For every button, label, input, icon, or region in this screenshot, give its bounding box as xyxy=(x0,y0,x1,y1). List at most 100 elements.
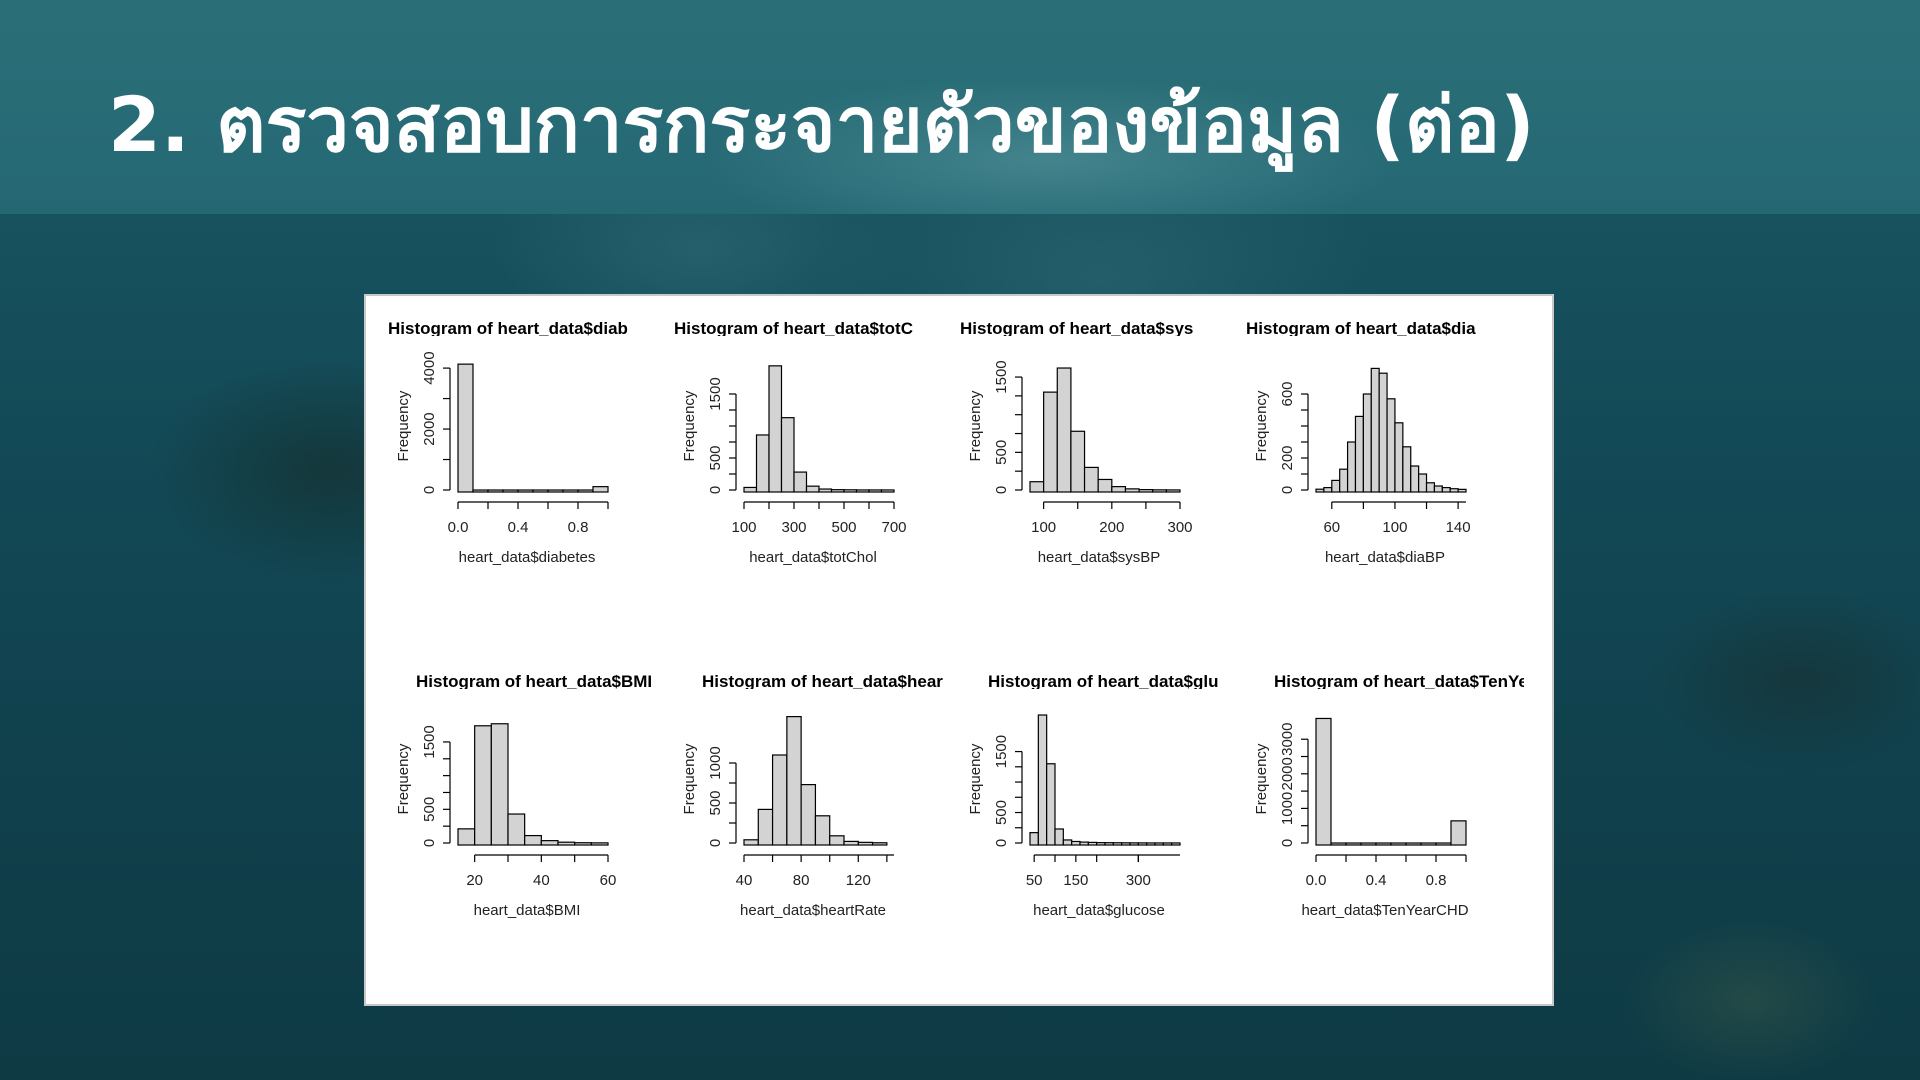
histogram-bar xyxy=(490,723,509,846)
histogram-bar xyxy=(1433,485,1443,493)
histogram-bar xyxy=(1121,842,1131,846)
y-tick-label: 0 xyxy=(1279,486,1296,494)
x-tick-label: 60 xyxy=(1323,519,1340,536)
histogram-bar xyxy=(562,489,579,493)
histogram-bar xyxy=(1112,842,1123,846)
histogram-bar xyxy=(472,489,489,493)
histogram-bar xyxy=(1054,828,1064,846)
histogram-bar xyxy=(1071,840,1081,846)
histogram-bar xyxy=(1097,478,1113,493)
x-tick-label: 60 xyxy=(600,872,617,889)
histogram-bar xyxy=(1129,842,1139,846)
histogram-bar xyxy=(1457,488,1467,493)
histogram-bar xyxy=(1331,479,1341,493)
x-tick-label: 500 xyxy=(831,519,856,536)
y-tick-label: 1500 xyxy=(993,735,1010,768)
histogram-bar xyxy=(1449,488,1459,493)
histogram-bar xyxy=(855,489,870,493)
histogram-bar xyxy=(1315,488,1325,493)
histogram-bar xyxy=(1043,391,1058,493)
histogram-bar xyxy=(1323,487,1333,493)
y-tick-label: 0 xyxy=(993,839,1010,847)
histogram-bar xyxy=(818,488,833,493)
histogram-bar xyxy=(1345,842,1362,846)
histogram-bar xyxy=(757,808,774,846)
x-axis-label: heart_data$BMI xyxy=(474,902,581,919)
histogram-bar xyxy=(547,489,564,493)
histogram-bar xyxy=(843,840,859,846)
histogram-bar xyxy=(1375,842,1392,846)
histogram-bar xyxy=(507,813,526,846)
x-tick-label: 300 xyxy=(1167,519,1192,536)
histogram-bar xyxy=(1362,393,1372,493)
x-tick-label: 80 xyxy=(793,872,810,889)
histogram-bar xyxy=(1386,398,1396,493)
y-tick-label: 1500 xyxy=(421,725,438,758)
histogram-bar xyxy=(1083,466,1099,493)
histogram-bar xyxy=(1394,422,1404,493)
x-tick-label: 0.8 xyxy=(568,519,589,536)
histogram-bar xyxy=(1339,468,1349,493)
x-tick-label: 200 xyxy=(1099,519,1124,536)
histogram-bar xyxy=(771,754,788,846)
y-tick-label: 500 xyxy=(707,790,724,815)
y-tick-label: 3000 xyxy=(1279,723,1296,756)
histogram-bar xyxy=(780,417,795,493)
panel-title: Histogram of heart_data$diab xyxy=(388,319,628,338)
y-tick-label: 1000 xyxy=(1279,792,1296,825)
histogram-bar xyxy=(1037,714,1048,846)
histogram-bar xyxy=(871,842,888,846)
histogram-bar xyxy=(1029,832,1039,846)
histogram-bar xyxy=(577,489,594,493)
panel-title: Histogram of heart_data$BMI xyxy=(416,672,652,691)
histogram-bar xyxy=(1441,487,1451,493)
x-tick-label: 40 xyxy=(533,872,550,889)
histogram-panel-7: Histogram of heart_data$glu 50 150 300 0 500 1… xyxy=(967,672,1219,919)
histogram-bar xyxy=(1418,473,1428,493)
histogram-bar xyxy=(814,815,831,846)
histogram-bar xyxy=(1410,465,1420,493)
histogram-bar xyxy=(1378,372,1388,493)
histogram-bar xyxy=(1435,842,1452,846)
histogram-bar xyxy=(1402,446,1412,493)
histogram-bar xyxy=(1165,489,1181,493)
histogram-panel-5: Histogram of heart_data$BMI 20 40 60 0 500 150… xyxy=(395,672,652,919)
y-tick-label: 500 xyxy=(707,445,724,470)
y-tick-label: 600 xyxy=(1279,381,1296,406)
y-axis-label: Frequency xyxy=(681,743,698,814)
histogram-bar xyxy=(1450,820,1467,846)
y-tick-label: 0 xyxy=(1279,839,1296,847)
histogram-bar xyxy=(1062,839,1073,846)
histogram-bar xyxy=(1346,441,1357,493)
histogram-bar xyxy=(743,486,758,493)
panel-title: Histogram of heart_data$glu xyxy=(988,672,1219,691)
histogram-panel-3: Histogram of heart_data$sys 100 200 300 0 500… xyxy=(960,319,1193,566)
y-tick-label: 500 xyxy=(993,800,1010,825)
y-tick-label: 200 xyxy=(1279,445,1296,470)
histogram-bar xyxy=(1330,842,1347,846)
x-tick-label: 0.8 xyxy=(1426,872,1447,889)
x-tick-label: 700 xyxy=(881,519,906,536)
histogram-bar xyxy=(540,840,559,846)
x-tick-label: 100 xyxy=(731,519,756,536)
x-tick-label: 0.4 xyxy=(508,519,529,536)
y-tick-label: 2000 xyxy=(421,412,438,445)
histogram-bar xyxy=(557,841,576,846)
histogram-bar xyxy=(805,485,820,493)
y-axis-label: Frequency xyxy=(395,390,412,461)
histogram-bar xyxy=(1087,841,1098,846)
x-tick-label: 0.4 xyxy=(1366,872,1387,889)
histogram-bar xyxy=(1171,842,1181,846)
y-tick-label: 0 xyxy=(421,486,438,494)
y-tick-label: 0 xyxy=(421,839,438,847)
x-axis-label: heart_data$glucose xyxy=(1033,902,1165,919)
panel-title: Histogram of heart_data$TenYe xyxy=(1274,672,1528,691)
x-axis-label: heart_data$TenYearCHD xyxy=(1301,902,1468,919)
x-tick-label: 40 xyxy=(736,872,753,889)
histogram-bar xyxy=(457,363,474,493)
panel-title: Histogram of heart_data$totC xyxy=(674,319,913,338)
x-tick-label: 0.0 xyxy=(448,519,469,536)
histogram-bar xyxy=(1425,482,1436,493)
x-tick-label: 300 xyxy=(1126,872,1151,889)
